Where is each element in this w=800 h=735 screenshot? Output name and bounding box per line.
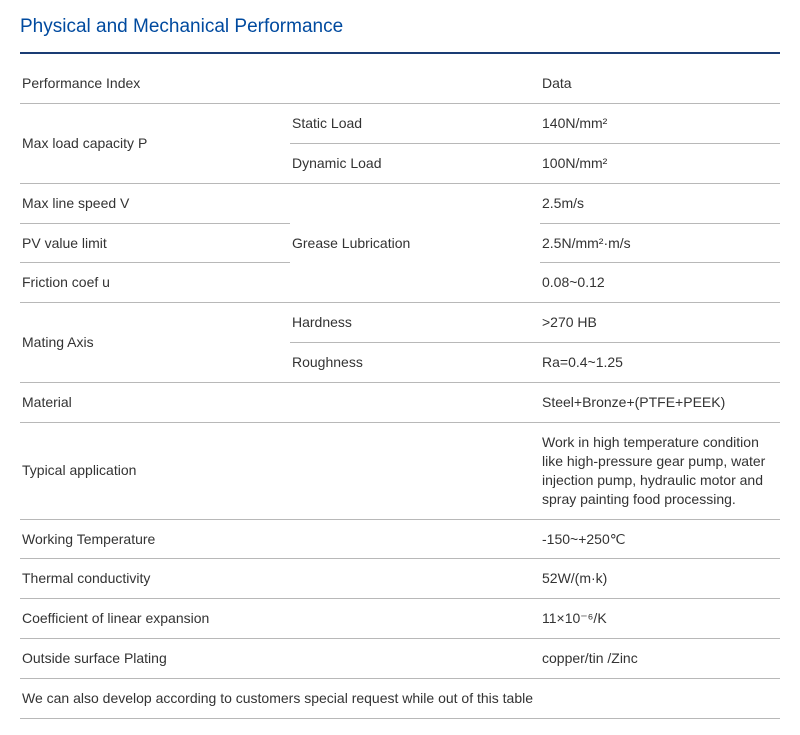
cell-value: 100N/mm²	[540, 143, 780, 183]
cell-label: Working Temperature	[20, 519, 290, 559]
cell-label: Coefficient of linear expansion	[20, 599, 290, 639]
cell-label: Mating Axis	[20, 303, 290, 383]
cell-midgroup: Grease Lubrication	[290, 183, 540, 303]
cell-value: copper/tin /Zinc	[540, 639, 780, 679]
cell-label: Friction coef u	[20, 263, 290, 303]
cell-sublabel: Roughness	[290, 343, 540, 383]
cell-sublabel: Static Load	[290, 103, 540, 143]
cell-sublabel: Dynamic Load	[290, 143, 540, 183]
cell-empty	[290, 423, 540, 520]
table-row: Typical application Work in high tempera…	[20, 423, 780, 520]
title-divider	[20, 52, 780, 54]
cell-value: 0.08~0.12	[540, 263, 780, 303]
cell-value: 2.5m/s	[540, 183, 780, 223]
cell-label: PV value limit	[20, 223, 290, 263]
cell-label: Outside surface Plating	[20, 639, 290, 679]
cell-value: 52W/(m·k)	[540, 559, 780, 599]
cell-empty	[290, 383, 540, 423]
footer-note: We can also develop according to custome…	[20, 679, 780, 719]
cell-label: Material	[20, 383, 290, 423]
table-row: Max line speed V Grease Lubrication 2.5m…	[20, 183, 780, 223]
table-header-row: Performance Index Data	[20, 64, 780, 103]
header-col1: Performance Index	[20, 64, 290, 103]
section-title: Physical and Mechanical Performance	[20, 16, 780, 38]
table-row: Coefficient of linear expansion 11×10⁻⁶/…	[20, 599, 780, 639]
header-col2	[290, 64, 540, 103]
cell-empty	[290, 599, 540, 639]
cell-value: Ra=0.4~1.25	[540, 343, 780, 383]
header-col3: Data	[540, 64, 780, 103]
cell-label: Thermal conductivity	[20, 559, 290, 599]
spec-table: Performance Index Data Max load capacity…	[20, 64, 780, 719]
cell-value: 2.5N/mm²·m/s	[540, 223, 780, 263]
table-footer-row: We can also develop according to custome…	[20, 679, 780, 719]
cell-label: Max load capacity P	[20, 103, 290, 183]
table-row: Material Steel+Bronze+(PTFE+PEEK)	[20, 383, 780, 423]
table-row: Thermal conductivity 52W/(m·k)	[20, 559, 780, 599]
table-row: Outside surface Plating copper/tin /Zinc	[20, 639, 780, 679]
cell-empty	[290, 519, 540, 559]
cell-sublabel: Hardness	[290, 303, 540, 343]
cell-label: Max line speed V	[20, 183, 290, 223]
cell-value: 140N/mm²	[540, 103, 780, 143]
cell-empty	[290, 559, 540, 599]
table-row: Max load capacity P Static Load 140N/mm²	[20, 103, 780, 143]
cell-value: >270 HB	[540, 303, 780, 343]
cell-empty	[290, 639, 540, 679]
cell-value: 11×10⁻⁶/K	[540, 599, 780, 639]
table-row: Working Temperature -150~+250℃	[20, 519, 780, 559]
cell-value: Steel+Bronze+(PTFE+PEEK)	[540, 383, 780, 423]
cell-value: Work in high temperature condition like …	[540, 423, 780, 520]
cell-label: Typical application	[20, 423, 290, 520]
table-row: Mating Axis Hardness >270 HB	[20, 303, 780, 343]
cell-value: -150~+250℃	[540, 519, 780, 559]
